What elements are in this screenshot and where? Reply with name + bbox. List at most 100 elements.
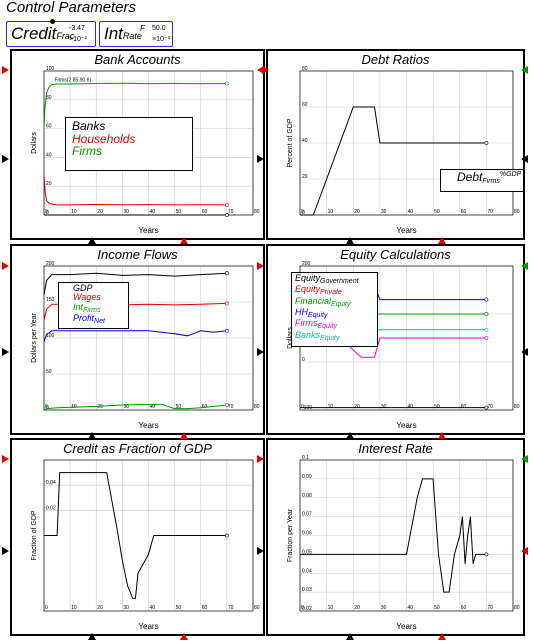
x-tick-label: 50: [434, 605, 440, 611]
x-tick-label: 30: [123, 209, 129, 215]
interest-rate-panel[interactable]: Interest Rate 0 10 20 30 40 50 60 70 80 0.02 0.03 0…: [266, 438, 525, 636]
x-tick-label: 0: [301, 605, 304, 611]
resize-handle[interactable]: [521, 155, 528, 163]
resize-handle[interactable]: [438, 633, 446, 640]
x-tick-label: 30: [381, 404, 387, 410]
y-tick-label: 200: [302, 261, 311, 267]
plot-frame: [299, 70, 514, 216]
resize-handle[interactable]: [257, 455, 264, 463]
resize-handle[interactable]: [2, 547, 9, 555]
legend-item-banks-equity: BanksEquity: [295, 329, 340, 342]
series-end-marker: [484, 327, 489, 332]
series-end-marker: [224, 213, 229, 217]
x-tick-label: 50: [434, 404, 440, 410]
resize-handle[interactable]: [521, 66, 528, 74]
credit-fraction-plot: 0 10 20 30 40 50 60 70 80 0.02 0.04 Years Fraction o…: [31, 459, 260, 631]
resize-handle[interactable]: [180, 237, 188, 244]
y-tick-label: 0.08: [302, 493, 312, 499]
series-gdp-line: [43, 272, 227, 295]
resize-handle[interactable]: [257, 547, 264, 555]
resize-handle[interactable]: [521, 455, 528, 463]
int-rate-flag: F: [140, 24, 145, 33]
y-axis-label: Fraction of GDP: [31, 510, 38, 561]
series-end-marker: [484, 405, 489, 410]
y-tick-label: 0.05: [302, 549, 312, 555]
y-tick-label: 0: [46, 210, 49, 216]
int-rate-name: Int: [104, 24, 123, 43]
x-tick-label: 0: [45, 209, 48, 215]
resize-handle[interactable]: [262, 66, 269, 74]
resize-handle[interactable]: [88, 432, 96, 439]
annotation-label: Firms(2.85,90.6): [54, 78, 91, 84]
x-tick-label: 0: [301, 404, 304, 410]
resize-handle[interactable]: [257, 66, 264, 74]
resize-handle[interactable]: [438, 237, 446, 244]
y-tick-label: 0: [46, 405, 49, 411]
legend-item-financial-equity: FinancialEquity: [295, 295, 351, 308]
series-end-marker: [484, 141, 489, 145]
series-end-marker: [484, 297, 489, 302]
legend-item-hh-equity: HHEquity: [295, 307, 328, 320]
x-tick-label: 30: [123, 404, 129, 410]
resize-handle[interactable]: [2, 262, 9, 270]
credit-fraction-panel[interactable]: Credit as Fraction of GDP 0 10 20 30 40 50 60 7…: [10, 438, 265, 636]
int-rate-param[interactable]: IntRate F 50.0 ×10⁻³: [99, 21, 173, 47]
y-tick-label: 0.02: [46, 505, 56, 511]
resize-handle[interactable]: [2, 348, 9, 356]
resize-handle[interactable]: [346, 633, 354, 640]
resize-handle[interactable]: [438, 432, 446, 439]
x-tick-label: 10: [328, 605, 334, 611]
legend-item-debt-firms: DebtFirms%GDP: [457, 170, 522, 185]
resize-handle[interactable]: [346, 432, 354, 439]
int-rate-sub: Rate: [122, 31, 142, 41]
bank-accounts-panel[interactable]: Bank Accounts 0 10 20 30 40 50 60 70 80 0 20 40 60 80…: [10, 49, 265, 240]
resize-handle[interactable]: [257, 348, 264, 356]
resize-handle[interactable]: [180, 633, 188, 640]
credit-frac-knob[interactable]: [50, 19, 55, 24]
resize-handle[interactable]: [346, 237, 354, 244]
series-int-firms-line: [43, 403, 227, 411]
interest-rate-title: Interest Rate: [358, 441, 433, 456]
resize-handle[interactable]: [2, 455, 9, 463]
resize-handle[interactable]: [257, 262, 264, 270]
credit-frac-param[interactable]: CreditFrac -3.47 ×10⁻²: [6, 19, 96, 47]
resize-handle[interactable]: [88, 633, 96, 640]
resize-handle[interactable]: [257, 155, 264, 163]
x-tick-label: 20: [354, 404, 360, 410]
legend-item-equity-government: EquityGovernment: [295, 273, 359, 285]
x-tick-label: 10: [71, 605, 77, 611]
debt-ratios-legend: DebtFirms%GDP: [440, 169, 523, 192]
x-tick-label: 80: [514, 404, 520, 410]
debt-ratios-panel[interactable]: Debt Ratios 0 10 20 30 40 50 60 70 80 0 20 40 60 80 Ye…: [266, 49, 525, 240]
income-flows-title: Income Flows: [97, 247, 178, 262]
credit-frac-value: -3.47: [69, 25, 85, 32]
x-tick-label: 40: [408, 605, 414, 611]
y-axis-label: Dollars: [31, 132, 38, 154]
resize-handle[interactable]: [88, 237, 96, 244]
series-households-line: [43, 174, 227, 206]
resize-handle[interactable]: [2, 66, 9, 74]
resize-handle[interactable]: [180, 432, 188, 439]
x-axis-label: Years: [396, 421, 416, 430]
series-end-marker: [484, 552, 489, 557]
resize-handle[interactable]: [2, 155, 9, 163]
x-tick-label: 60: [202, 605, 208, 611]
y-tick-label: 0: [302, 210, 305, 216]
x-tick-label: 20: [354, 605, 360, 611]
x-tick-label: 60: [461, 209, 467, 215]
x-tick-label: 80: [254, 404, 260, 410]
x-tick-label: 10: [71, 209, 77, 215]
y-axis-label: Percent of GDP: [287, 118, 294, 167]
income-flows-panel[interactable]: Income Flows 0 10 20 30 40 50 60 70 80 0 50 100 150 2…: [10, 244, 265, 435]
resize-handle[interactable]: [521, 262, 528, 270]
x-tick-label: 70: [487, 605, 493, 611]
x-tick-label: 80: [514, 209, 520, 215]
equity-calculations-legend: EquityGovernment EquityPrivate Financial…: [291, 272, 378, 347]
y-tick-label: 0: [302, 357, 305, 363]
x-tick-label: 30: [381, 209, 387, 215]
x-tick-label: 70: [487, 209, 493, 215]
resize-handle[interactable]: [521, 348, 528, 356]
resize-handle[interactable]: [521, 547, 528, 555]
equity-calculations-panel[interactable]: Equity Calculations 0 10 20 30 40 50 60 70 80 -10…: [266, 244, 525, 435]
